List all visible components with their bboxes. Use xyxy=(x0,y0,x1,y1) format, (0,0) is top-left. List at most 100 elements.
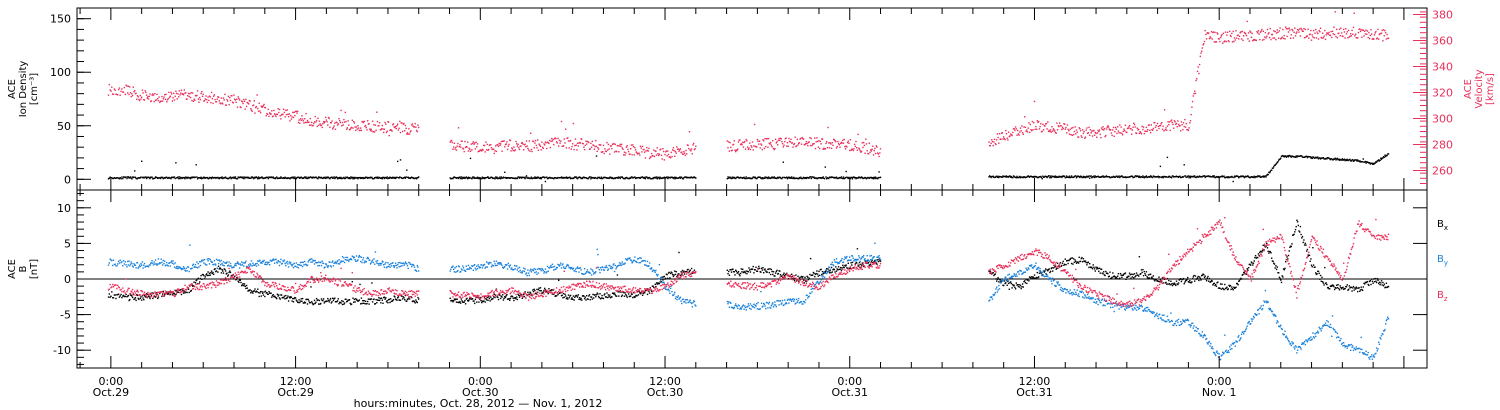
b-bx-point xyxy=(537,288,540,291)
b-bx-point xyxy=(475,296,477,299)
velocity-point xyxy=(391,130,393,132)
b-bx-point xyxy=(812,271,815,274)
ion-density-point xyxy=(373,177,375,180)
ion-density-point xyxy=(1090,175,1092,177)
velocity-point xyxy=(340,109,342,112)
b-bx-point xyxy=(870,261,873,263)
b-bx-point xyxy=(283,297,285,299)
b-bx-point xyxy=(774,275,776,277)
b-bx-point xyxy=(1148,277,1150,279)
velocity-point xyxy=(1336,37,1339,39)
b-bx-point xyxy=(314,302,316,305)
velocity-point xyxy=(798,142,801,144)
velocity-point xyxy=(353,120,355,123)
b-bx-point xyxy=(1281,275,1283,277)
ion-density-point xyxy=(553,178,555,180)
b-bx-point xyxy=(1184,281,1186,283)
b-by-point xyxy=(112,259,115,261)
velocity-point xyxy=(451,141,453,144)
ion-density-point xyxy=(745,176,747,178)
velocity-point xyxy=(1335,35,1337,38)
velocity-point xyxy=(630,144,633,146)
b-bx-point xyxy=(641,294,644,296)
b-by-point xyxy=(198,266,200,268)
velocity-point xyxy=(1203,43,1205,45)
b-bx-point xyxy=(1149,273,1151,276)
velocity-point xyxy=(536,147,538,149)
velocity-point xyxy=(634,146,636,149)
ion-density-point xyxy=(530,177,532,179)
ion-density-point xyxy=(546,176,548,178)
ion-density-point xyxy=(1121,175,1123,177)
velocity-point xyxy=(1228,40,1230,43)
ion-density-point xyxy=(1189,177,1192,179)
velocity-point xyxy=(392,124,394,126)
velocity-point xyxy=(349,128,351,131)
velocity-point xyxy=(1214,31,1216,34)
b-bx-point xyxy=(1299,225,1302,228)
ion-density-point xyxy=(117,177,120,179)
velocity-point xyxy=(802,138,805,140)
velocity-point xyxy=(259,110,261,112)
ion-density-point xyxy=(130,177,132,179)
velocity-point xyxy=(192,100,195,102)
ion-density-point xyxy=(1114,176,1116,178)
velocity-point xyxy=(122,91,125,93)
velocity-point xyxy=(1040,123,1042,125)
ion-density-point xyxy=(322,176,325,179)
ion-density-point xyxy=(792,177,794,180)
velocity-point xyxy=(1010,133,1012,135)
velocity-point xyxy=(635,151,637,153)
velocity-point xyxy=(1292,37,1295,39)
velocity-point xyxy=(1275,38,1277,41)
b-bx-point xyxy=(306,303,309,305)
ion-density-point xyxy=(823,178,826,180)
ion-density-point xyxy=(1349,158,1351,161)
velocity-point xyxy=(684,154,686,157)
velocity-point xyxy=(1104,135,1106,138)
velocity-point xyxy=(1242,39,1244,42)
b-bx-point xyxy=(121,296,123,299)
velocity-point xyxy=(297,110,299,113)
velocity-point xyxy=(582,143,584,145)
velocity-point xyxy=(171,100,174,102)
velocity-point xyxy=(1166,129,1168,131)
velocity-point xyxy=(732,143,735,146)
b-bx-point xyxy=(1347,288,1350,291)
velocity-point xyxy=(205,95,207,97)
ion-density-point xyxy=(1296,156,1298,158)
velocity-point xyxy=(1011,134,1013,137)
velocity-point xyxy=(518,147,520,149)
b-bx-point xyxy=(673,274,675,276)
velocity-point xyxy=(1212,31,1215,33)
ion-density-point xyxy=(221,176,223,178)
velocity-point xyxy=(276,113,279,116)
velocity-point xyxy=(733,140,735,142)
b-by-point xyxy=(183,267,185,269)
b-bx-point xyxy=(762,267,764,269)
b-bx-point xyxy=(1170,283,1173,285)
ion-density-point xyxy=(1103,176,1106,178)
b-bx-point xyxy=(304,301,306,303)
ion-density-point xyxy=(870,176,873,179)
b-by-point xyxy=(136,262,139,264)
velocity-point xyxy=(816,137,818,139)
velocity-point xyxy=(1049,130,1051,133)
ion-density-point xyxy=(207,177,209,180)
b-bx-point xyxy=(1362,286,1364,288)
velocity-point xyxy=(271,110,273,112)
ion-density-point xyxy=(655,177,657,179)
velocity-point xyxy=(248,103,250,105)
velocity-point xyxy=(1174,121,1176,123)
velocity-point xyxy=(1236,34,1239,37)
velocity-point xyxy=(321,126,323,129)
b-bx-point xyxy=(176,291,178,293)
b-bx-point xyxy=(234,275,236,278)
b-bx-point xyxy=(777,272,780,275)
ion-density-point xyxy=(500,176,502,178)
b-by-point xyxy=(189,244,191,246)
ion-density-point xyxy=(1386,154,1388,157)
velocity-point xyxy=(1042,123,1044,125)
b-bx-point xyxy=(1183,283,1185,285)
b-bx-point xyxy=(350,303,353,305)
